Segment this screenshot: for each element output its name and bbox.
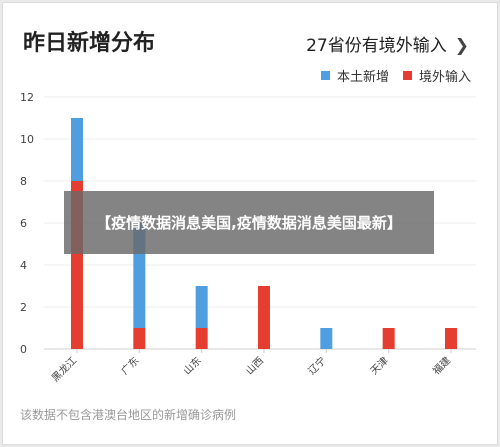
- bar-imported: [445, 328, 457, 349]
- chart-title: 昨日新增分布: [23, 31, 156, 56]
- legend-item-imported: 境外输入: [402, 66, 471, 85]
- bar-imported: [382, 328, 395, 349]
- footnote: 该数据不包含港澳台地区的新增确诊病例: [20, 408, 237, 422]
- x-category-label: 辽宁: [305, 354, 328, 377]
- x-category-label: 山东: [180, 354, 203, 377]
- x-category-label: 福建: [430, 354, 453, 377]
- bar-imported: [133, 328, 146, 349]
- x-category-label: 山西: [243, 355, 266, 378]
- x-category-label: 广东: [118, 354, 141, 377]
- bar-imported: [258, 286, 270, 349]
- legend-item-local: 本土新增: [320, 66, 389, 85]
- bar-local: [320, 328, 333, 349]
- y-tick-label: 6: [20, 217, 27, 230]
- y-tick-label: 12: [20, 91, 34, 104]
- y-tick-label: 2: [20, 301, 27, 314]
- x-category-label: 黑龙江: [49, 354, 79, 384]
- x-category-label: 天津: [368, 355, 391, 378]
- watermark-banner: 【疫情数据消息美国,疫情数据消息美国最新】: [64, 191, 434, 254]
- bar-imported: [195, 328, 208, 349]
- legend-label-local: 本土新增: [336, 70, 389, 85]
- y-tick-label: 10: [20, 133, 34, 146]
- y-tick-label: 8: [20, 175, 27, 188]
- bar-local: [195, 286, 208, 328]
- imported-provinces-label: 27省份有境外输入: [306, 36, 447, 56]
- chart-legend: 本土新增 境外输入: [320, 66, 471, 85]
- chevron-right-icon: ❯: [454, 36, 469, 56]
- y-tick-label: 0: [20, 343, 27, 356]
- legend-swatch-local: [320, 71, 330, 80]
- y-tick-label: 4: [20, 259, 27, 272]
- legend-label-imported: 境外输入: [418, 70, 471, 85]
- legend-swatch-imported: [402, 71, 412, 80]
- imported-provinces-link[interactable]: 27省份有境外输入 ❯: [306, 31, 469, 56]
- bar-local: [71, 118, 83, 181]
